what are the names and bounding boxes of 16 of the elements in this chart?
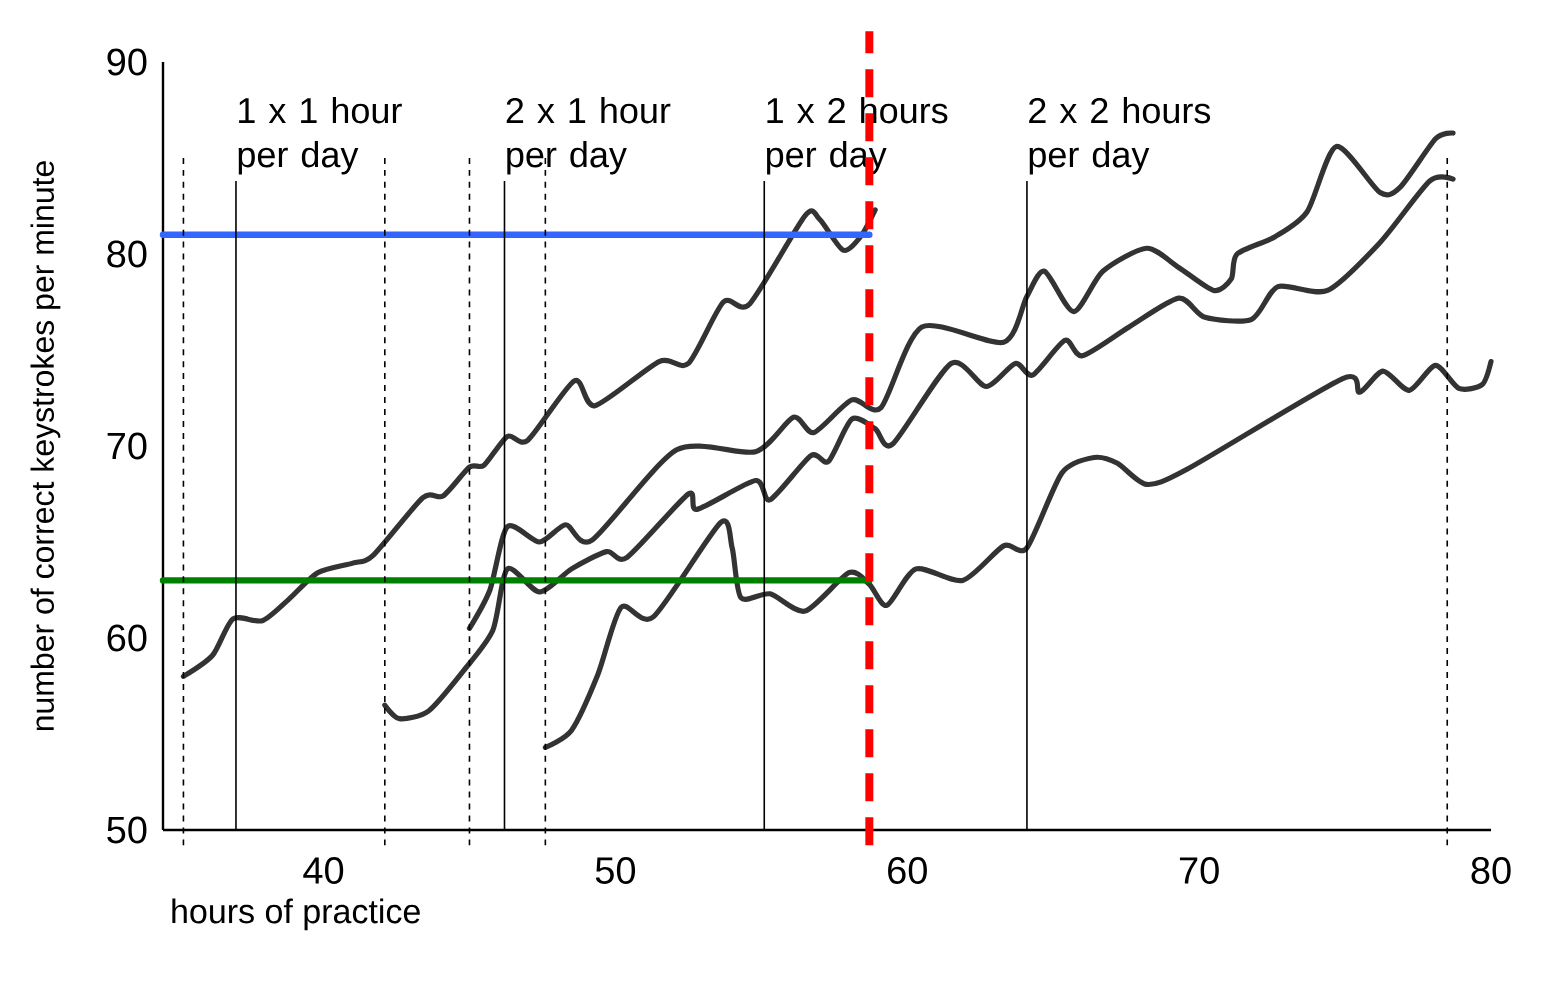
y-axis-title: number of correct keystrokes per minute — [30, 161, 61, 731]
x-tick-label: 80 — [1471, 857, 1511, 884]
x-tick-label: 70 — [1179, 857, 1219, 884]
x-tick-label: 40 — [303, 857, 344, 884]
y-tick-label: 70 — [107, 432, 147, 460]
y-tick-label: 60 — [107, 624, 147, 652]
x-tick-label: 60 — [888, 857, 927, 884]
y-tick-label: 90 — [107, 48, 147, 76]
ref-line-label: 1 x 2 hours per day — [766, 96, 948, 175]
ref-line-label: 2 x 1 hour per day — [506, 96, 671, 175]
ref-line-label: 2 x 2 hours per day — [1029, 96, 1211, 175]
y-tick-label: 80 — [107, 240, 147, 268]
ref-line-label: 1 x 1 hour per day — [238, 96, 402, 175]
y-tick-label: 50 — [107, 816, 147, 844]
x-tick-label: 50 — [595, 857, 636, 884]
x-axis-title: hours of practice — [172, 898, 420, 931]
